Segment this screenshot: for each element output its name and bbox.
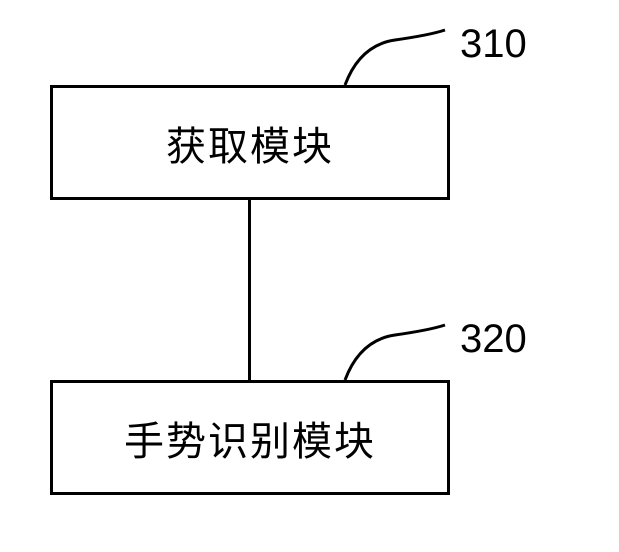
module-box-gesture: 手势识别模块 bbox=[50, 380, 450, 495]
callout-curve-320 bbox=[340, 320, 460, 385]
module-label-acquire: 获取模块 bbox=[166, 114, 334, 172]
callout-curve-310 bbox=[340, 25, 460, 90]
callout-text-320: 320 bbox=[460, 317, 527, 361]
callout-label-310: 310 bbox=[460, 22, 527, 67]
connector-line bbox=[248, 200, 251, 380]
callout-label-320: 320 bbox=[460, 317, 527, 362]
diagram-container: 获取模块 310 手势识别模块 320 bbox=[0, 0, 619, 552]
callout-text-310: 310 bbox=[460, 22, 527, 66]
module-label-gesture: 手势识别模块 bbox=[124, 409, 376, 467]
module-box-acquire: 获取模块 bbox=[50, 85, 450, 200]
